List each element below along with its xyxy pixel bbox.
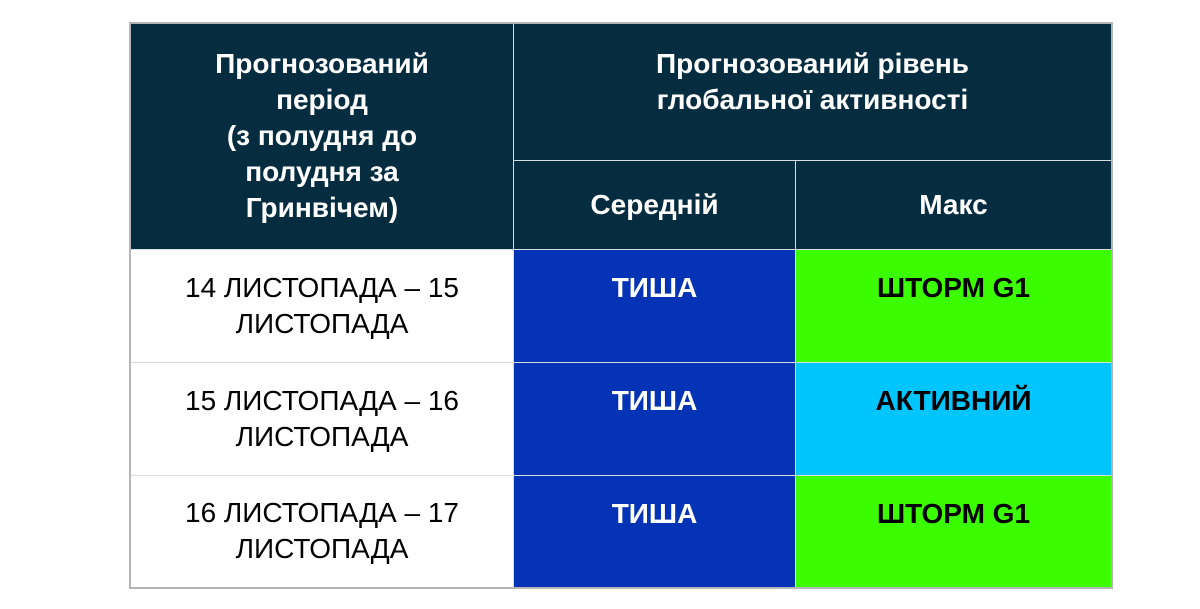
max-level-cell: ШТОРМ G1	[795, 248, 1113, 363]
max-level-cell: ШТОРМ G1	[795, 474, 1113, 589]
period-line: ЛИСТОПАДА	[235, 420, 409, 452]
average-level-cell: ТИША	[513, 248, 796, 363]
table-row: 14 ЛИСТОПАДА – 15 ЛИСТОПАДА ТИША ШТОРМ G1	[129, 248, 1113, 363]
header-line: Гринвічем)	[245, 192, 399, 224]
period-cell: 16 ЛИСТОПАДА – 17 ЛИСТОПАДА	[129, 474, 514, 589]
average-level-cell: ТИША	[513, 474, 796, 589]
period-line: ЛИСТОПАДА	[235, 533, 409, 565]
period-line: 14 ЛИСТОПАДА – 15	[185, 271, 459, 303]
header-line: полудня за	[245, 156, 399, 188]
header-line: Прогнозований рівень	[656, 48, 969, 79]
period-line: ЛИСТОПАДА	[235, 307, 409, 339]
period-line: 16 ЛИСТОПАДА – 17	[185, 497, 459, 529]
average-level-cell: ТИША	[513, 361, 796, 476]
header-average: Середній	[513, 159, 796, 250]
header-line: (з полудня до	[226, 120, 418, 152]
header-max: Макс	[795, 159, 1113, 250]
header-level: Прогнозований рівень глобальної активнос…	[513, 22, 1113, 161]
header-period: Прогнозований період (з полудня до полуд…	[129, 22, 514, 250]
header-line: глобальної активності	[656, 84, 969, 115]
table-row: 15 ЛИСТОПАДА – 16 ЛИСТОПАДА ТИША АКТИВНИЙ	[129, 361, 1113, 476]
max-level-cell: АКТИВНИЙ	[795, 361, 1113, 476]
period-line: 15 ЛИСТОПАДА – 16	[185, 384, 459, 416]
period-cell: 14 ЛИСТОПАДА – 15 ЛИСТОПАДА	[129, 248, 514, 363]
table-row: 16 ЛИСТОПАДА – 17 ЛИСТОПАДА ТИША ШТОРМ G1	[129, 474, 1113, 589]
forecast-table: Прогнозований період (з полудня до полуд…	[129, 22, 1113, 589]
header-line: Прогнозований	[215, 48, 429, 80]
period-cell: 15 ЛИСТОПАДА – 16 ЛИСТОПАДА	[129, 361, 514, 476]
header-line: період	[276, 84, 368, 116]
